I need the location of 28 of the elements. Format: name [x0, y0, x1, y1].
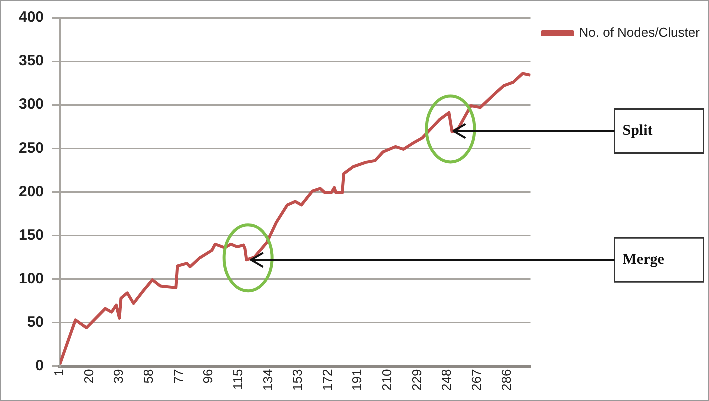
y-tick-label: 250: [18, 140, 44, 157]
legend-label: No. of Nodes/Cluster: [579, 25, 701, 40]
y-tick-label: 150: [18, 226, 44, 244]
x-tick-label: 229: [409, 369, 424, 392]
x-tick-label: 191: [350, 369, 365, 392]
x-tick-label: 20: [81, 369, 96, 384]
y-tick-label: 400: [18, 9, 44, 26]
y-tick-label: 50: [27, 314, 44, 331]
annotation: Split: [622, 123, 653, 140]
x-tick-label: 286: [498, 369, 514, 392]
x-tick-label: 77: [170, 369, 186, 384]
x-tick-label: 267: [468, 369, 484, 392]
x-tick-label: 134: [260, 369, 276, 392]
x-tick-label: 210: [380, 369, 395, 392]
x-tick-label: 153: [290, 369, 306, 392]
x-tick-label: 1: [52, 369, 67, 377]
y-tick-label: 200: [18, 183, 44, 200]
x-tick-label: 172: [320, 369, 335, 392]
y-tick-label: 0: [36, 357, 44, 374]
x-tick-label: 115: [230, 369, 246, 390]
annotation: Merge: [622, 252, 665, 268]
x-tick-label: 39: [111, 369, 126, 384]
x-tick-label: 96: [200, 369, 216, 384]
x-tick-label: 58: [141, 369, 156, 384]
y-tick-label: 350: [18, 52, 44, 70]
y-tick-label: 300: [18, 96, 44, 114]
y-tick-label: 100: [18, 270, 44, 288]
x-tick-label: 248: [439, 369, 454, 392]
